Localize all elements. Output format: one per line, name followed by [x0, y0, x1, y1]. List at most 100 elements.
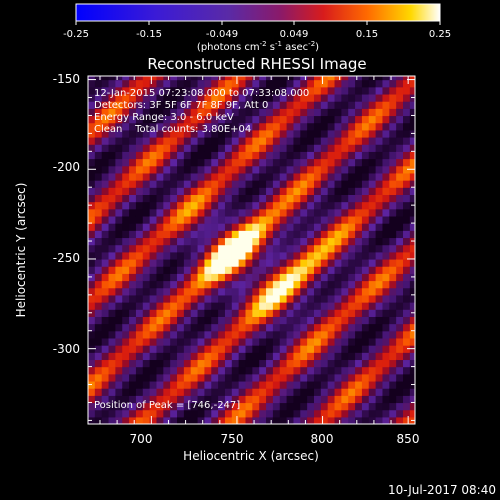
heatmap-cell: [403, 108, 411, 117]
heatmap-cell: [170, 273, 178, 282]
heatmap-cell: [313, 108, 322, 117]
heatmap-cell: [115, 316, 123, 325]
heatmap-cell: [183, 345, 192, 353]
heatmap-cell: [320, 187, 329, 195]
heatmap-cell: [334, 180, 342, 188]
heatmap-cell: [348, 294, 356, 303]
heatmap-cell: [272, 409, 281, 418]
heatmap-cell: [307, 208, 315, 217]
heatmap-cell: [320, 230, 329, 239]
heatmap-cell: [279, 158, 288, 167]
heatmap-cell: [238, 330, 247, 339]
heatmap-cell: [122, 330, 130, 339]
heatmap-cell: [211, 76, 219, 81]
heatmap-cell: [224, 373, 233, 382]
heatmap-cell: [129, 230, 137, 239]
heatmap-cell: [142, 215, 151, 224]
heatmap-cell: [197, 359, 206, 368]
heatmap-cell: [197, 208, 206, 217]
heatmap-cell: [368, 151, 377, 160]
heatmap-cell: [348, 187, 356, 195]
heatmap-cell: [115, 258, 123, 267]
heatmap-cell: [259, 223, 267, 231]
heatmap-cell: [101, 208, 110, 217]
heatmap-cell: [88, 409, 96, 418]
heatmap-cell: [382, 251, 390, 260]
heatmap-cell: [272, 79, 281, 88]
footer-timestamp: 10-Jul-2017 08:40: [388, 483, 496, 497]
heatmap-cell: [272, 345, 281, 353]
heatmap-cell: [135, 345, 144, 353]
heatmap-cell: [94, 273, 103, 282]
heatmap-cell: [211, 352, 219, 361]
heatmap-cell: [108, 79, 116, 88]
heatmap-cell: [403, 187, 411, 195]
heatmap-cell: [355, 180, 363, 188]
heatmap-cell: [361, 215, 370, 224]
heatmap-cell: [313, 388, 322, 396]
heatmap-cell: [183, 409, 192, 418]
heatmap-cell: [375, 258, 384, 267]
heatmap-cell: [266, 129, 274, 138]
heatmap-cell: [183, 158, 192, 167]
heatmap-cell: [300, 122, 308, 131]
heatmap-cell: [190, 380, 199, 389]
heatmap-cell: [129, 244, 137, 253]
heatmap-cell: [190, 215, 199, 224]
heatmap-cell: [341, 180, 349, 188]
heatmap-cell: [409, 144, 415, 152]
heatmap-cell: [163, 79, 171, 88]
heatmap-cell: [238, 352, 247, 361]
heatmap-cell: [382, 201, 390, 210]
heatmap-cell: [355, 172, 363, 181]
heatmap-cell: [135, 194, 144, 203]
heatmap-cell: [170, 323, 178, 332]
heatmap-cell: [245, 380, 253, 389]
heatmap-cell: [101, 86, 110, 95]
heatmap-cell: [293, 366, 301, 375]
heatmap-cell: [272, 101, 281, 109]
heatmap-cell: [211, 402, 219, 411]
heatmap-cell: [204, 359, 212, 368]
heatmap-cell: [231, 345, 240, 353]
heatmap-cell: [245, 151, 253, 160]
heatmap-cell: [307, 215, 315, 224]
heatmap-cell: [334, 409, 342, 418]
heatmap-cell: [135, 280, 144, 289]
heatmap-cell: [108, 280, 116, 289]
heatmap-cell: [375, 416, 384, 424]
heatmap-cell: [409, 79, 415, 88]
heatmap-cell: [190, 208, 199, 217]
heatmap-cell: [334, 323, 342, 332]
heatmap-cell: [149, 409, 158, 418]
heatmap-cell: [156, 323, 164, 332]
heatmap-cell: [389, 280, 397, 289]
heatmap-cell: [245, 76, 253, 81]
heatmap-cell: [238, 402, 247, 411]
heatmap-cell: [94, 101, 103, 109]
heatmap-cell: [382, 302, 390, 310]
heatmap-cell: [129, 79, 137, 88]
heatmap-cell: [348, 79, 356, 88]
heatmap-cell: [334, 244, 342, 253]
heatmap-cell: [115, 244, 123, 253]
heatmap-cell: [307, 244, 315, 253]
heatmap-cell: [327, 395, 336, 404]
heatmap-cell: [129, 237, 137, 246]
heatmap-cell: [375, 215, 384, 224]
heatmap-cell: [286, 230, 295, 239]
heatmap-cell: [204, 122, 212, 131]
heatmap-cell: [259, 302, 267, 310]
heatmap-cell: [252, 76, 260, 81]
heatmap-cell: [94, 115, 103, 124]
heatmap-cell: [88, 86, 96, 95]
heatmap-cell: [334, 165, 342, 174]
heatmap-cell: [190, 144, 199, 152]
heatmap-cell: [403, 366, 411, 375]
heatmap-cell: [231, 294, 240, 303]
heatmap-cell: [327, 108, 336, 117]
heatmap-cell: [211, 266, 219, 274]
heatmap-cell: [211, 373, 219, 382]
heatmap-cell: [94, 359, 103, 368]
heatmap-cell: [361, 266, 370, 274]
